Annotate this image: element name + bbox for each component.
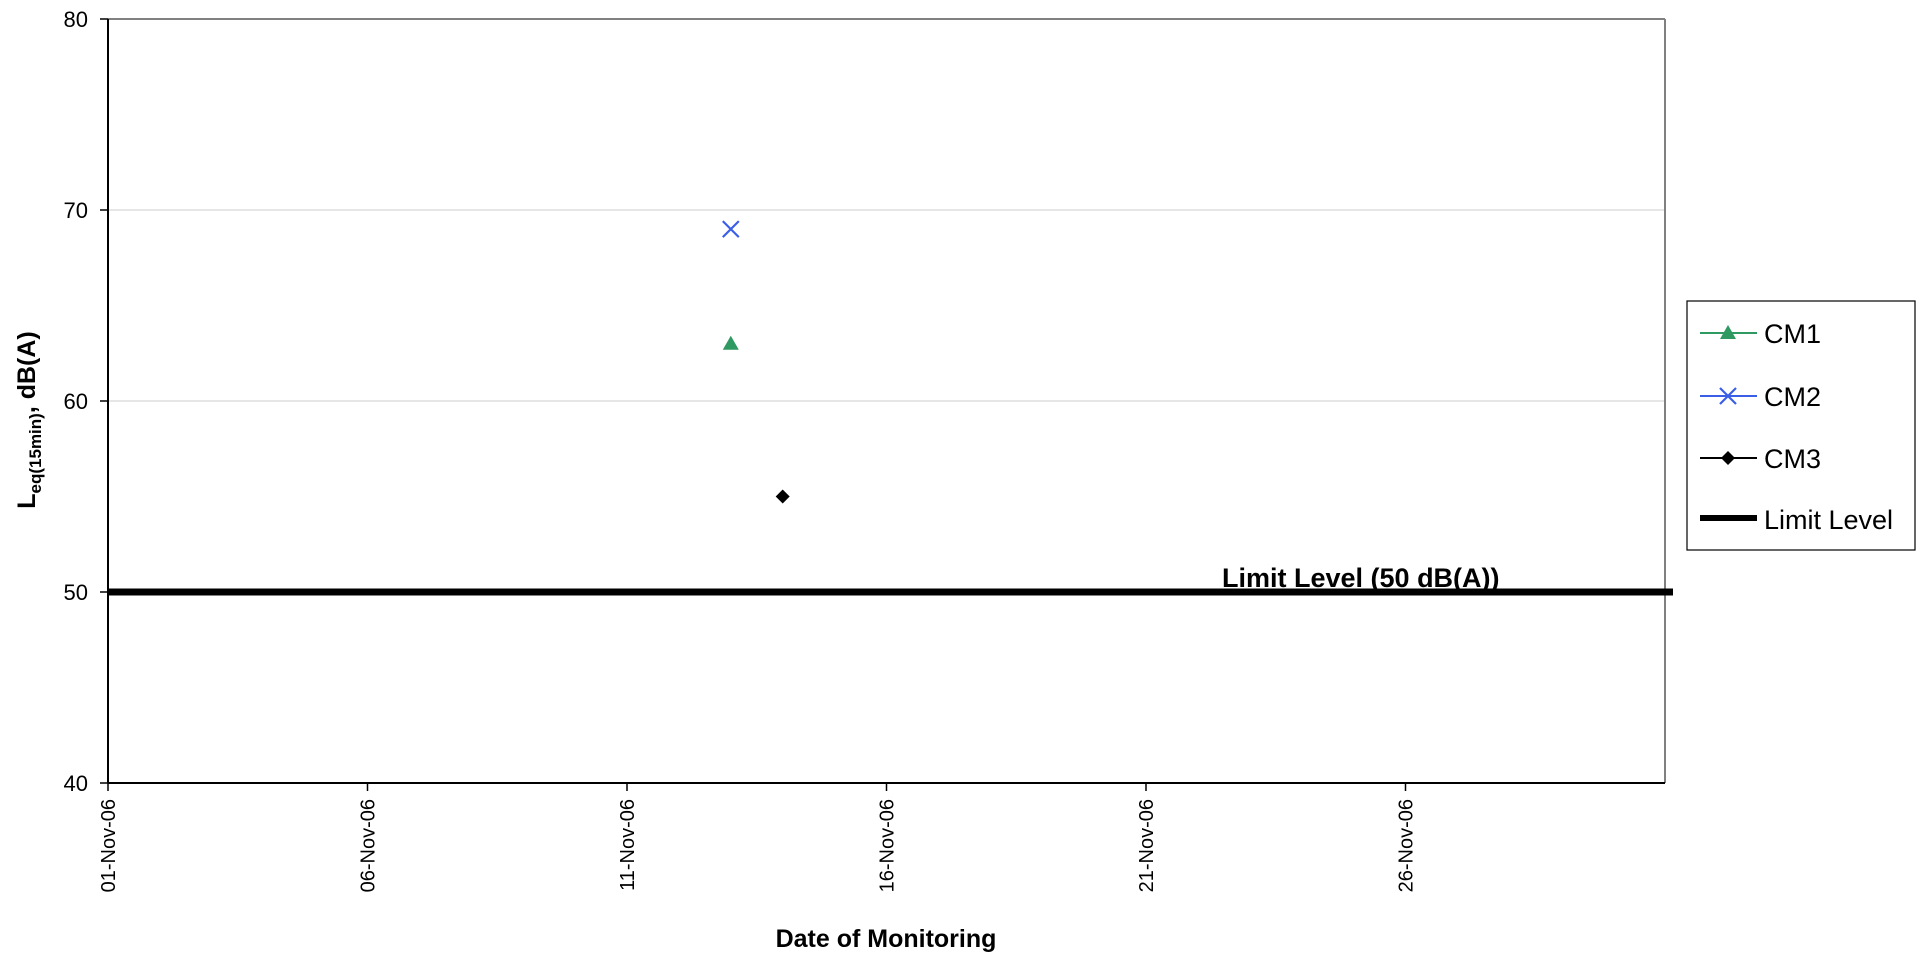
data-points xyxy=(722,220,790,504)
x-tick-label-26-Nov-06: 26-Nov-06 xyxy=(1396,799,1418,892)
legend-box xyxy=(1686,300,1916,551)
y-tick-label-70: 70 xyxy=(64,198,88,223)
x-tick-label-06-Nov-06: 06-Nov-06 xyxy=(358,799,380,892)
legend-item-cm2: CM2 xyxy=(1700,382,1821,412)
limit-level-annotation: Limit Level (50 dB(A)) xyxy=(1222,563,1500,593)
legend-label-limit-level: Limit Level xyxy=(1764,505,1893,535)
gridlines xyxy=(108,209,1665,593)
x-tick-label-21-Nov-06: 21-Nov-06 xyxy=(1136,799,1158,892)
x-axis-title: Date of Monitoring xyxy=(776,925,997,953)
y-axis-title: Leq(15min), dB(A) xyxy=(13,331,45,509)
legend-label-cm3: CM3 xyxy=(1764,444,1821,474)
y-tick-label-60: 60 xyxy=(64,389,88,414)
x-marker-icon xyxy=(1719,387,1737,405)
legend-item-limit-level: Limit Level xyxy=(1700,505,1893,535)
diamond-marker-icon xyxy=(1721,451,1735,465)
x-tick-label-01-Nov-06: 01-Nov-06 xyxy=(98,799,120,892)
data-point-cm3 xyxy=(775,489,790,504)
legend-item-cm1: CM1 xyxy=(1700,319,1821,349)
legend-label-cm2: CM2 xyxy=(1764,382,1821,412)
x-tick-label-11-Nov-06: 11-Nov-06 xyxy=(617,799,639,891)
y-axis-title-main: L xyxy=(13,493,41,508)
data-point-cm2 xyxy=(722,220,740,238)
y-axis-title-subscript: eq(15min) xyxy=(26,413,45,493)
x-axis-ticks: 01-Nov-06 06-Nov-06 11-Nov-06 16-Nov-06 21-N… xyxy=(98,783,1418,892)
y-tick-label-40: 40 xyxy=(64,771,88,796)
y-tick-label-50: 50 xyxy=(64,580,88,605)
y-tick-label-80: 80 xyxy=(64,7,88,32)
data-point-cm1 xyxy=(722,335,739,350)
triangle-marker-icon xyxy=(1720,325,1736,339)
legend-item-cm3: CM3 xyxy=(1700,444,1821,474)
y-axis-title-rest: , dB(A) xyxy=(13,331,41,413)
y-axis-ticks: 40 50 60 70 80 xyxy=(64,7,108,796)
x-tick-label-16-Nov-06: 16-Nov-06 xyxy=(877,799,899,892)
legend-label-cm1: CM1 xyxy=(1764,319,1821,349)
legend: CM1 CM2 CM3 Limit Level xyxy=(1686,300,1916,551)
